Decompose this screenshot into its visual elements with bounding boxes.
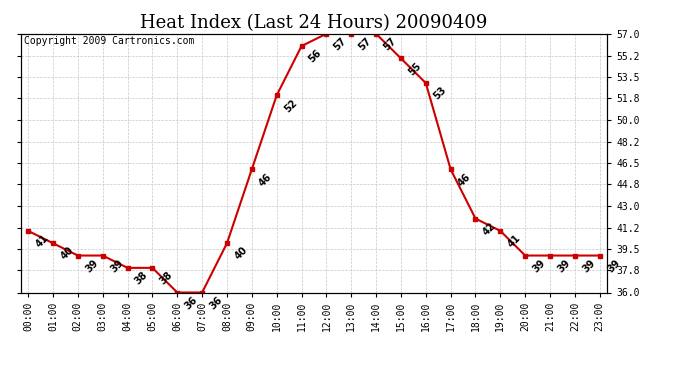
Title: Heat Index (Last 24 Hours) 20090409: Heat Index (Last 24 Hours) 20090409 [140, 14, 488, 32]
Text: 39: 39 [605, 258, 622, 274]
Text: 40: 40 [59, 245, 75, 262]
Text: 57: 57 [357, 36, 373, 52]
Text: 36: 36 [183, 294, 199, 311]
Text: 40: 40 [233, 245, 249, 262]
Text: 39: 39 [555, 258, 572, 274]
Text: 41: 41 [34, 233, 50, 249]
Text: 39: 39 [531, 258, 547, 274]
Text: 53: 53 [431, 85, 448, 102]
Text: 39: 39 [580, 258, 597, 274]
Text: 41: 41 [506, 233, 522, 249]
Text: 38: 38 [158, 270, 175, 286]
Text: 39: 39 [83, 258, 100, 274]
Text: 57: 57 [382, 36, 398, 52]
Text: 39: 39 [108, 258, 125, 274]
Text: 52: 52 [282, 98, 299, 114]
Text: 55: 55 [406, 60, 423, 77]
Text: 38: 38 [133, 270, 150, 286]
Text: Copyright 2009 Cartronics.com: Copyright 2009 Cartronics.com [23, 36, 194, 46]
Text: 46: 46 [257, 171, 274, 188]
Text: 56: 56 [307, 48, 324, 65]
Text: 46: 46 [456, 171, 473, 188]
Text: 57: 57 [332, 36, 348, 52]
Text: 42: 42 [481, 220, 497, 237]
Text: 36: 36 [208, 294, 224, 311]
